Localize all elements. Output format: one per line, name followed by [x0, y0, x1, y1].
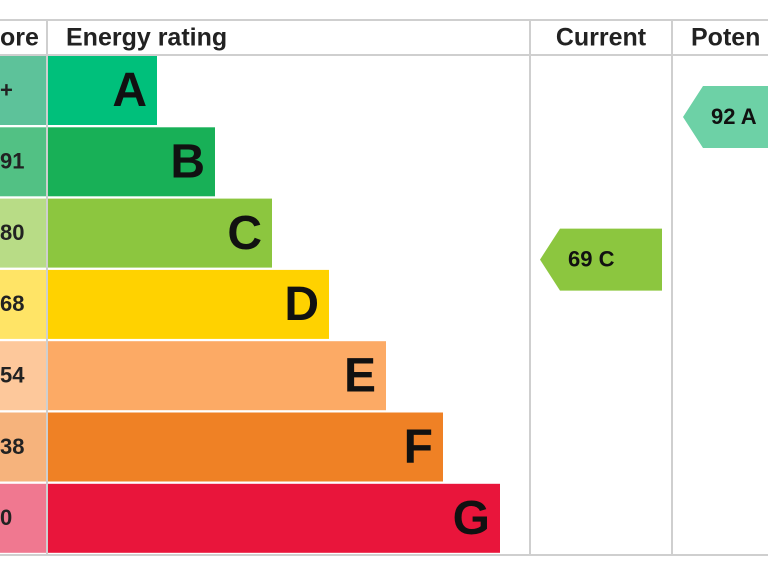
score-cell	[0, 269, 46, 339]
score-label: 38	[0, 434, 24, 459]
score-label: 54	[0, 363, 25, 388]
rating-letter: F	[404, 421, 433, 474]
current-label: 69 C	[568, 246, 615, 271]
score-cell	[0, 412, 46, 482]
rating-letter: C	[227, 207, 262, 260]
rating-bar	[48, 269, 329, 339]
score-label: 91	[0, 149, 24, 174]
score-label: 80	[0, 220, 24, 245]
rating-bar	[48, 412, 443, 482]
score-cell	[0, 127, 46, 197]
score-header: ore	[0, 24, 39, 52]
score-cell	[0, 56, 46, 125]
rating-header: Energy rating	[66, 24, 227, 52]
rating-letter: A	[112, 64, 147, 117]
rating-letter: D	[284, 278, 319, 331]
current-arrow	[540, 228, 662, 291]
rating-bar	[48, 56, 157, 125]
potential-label: 92 A	[711, 104, 757, 129]
score-label: 68	[0, 291, 24, 316]
rating-letter: E	[344, 349, 376, 402]
rating-letter: B	[170, 135, 205, 188]
rating-bar	[48, 127, 215, 197]
score-cell	[0, 198, 46, 268]
score-label: +	[0, 77, 13, 102]
rating-bar	[48, 198, 272, 268]
rating-bar	[48, 341, 386, 411]
rating-letter: G	[453, 492, 490, 545]
potential-header: Poten	[691, 24, 760, 52]
potential-arrow	[683, 86, 768, 148]
score-cell	[0, 341, 46, 411]
score-cell	[0, 483, 46, 553]
rating-bar	[48, 483, 500, 553]
score-label: 0	[0, 505, 12, 530]
current-header: Current	[556, 24, 647, 52]
